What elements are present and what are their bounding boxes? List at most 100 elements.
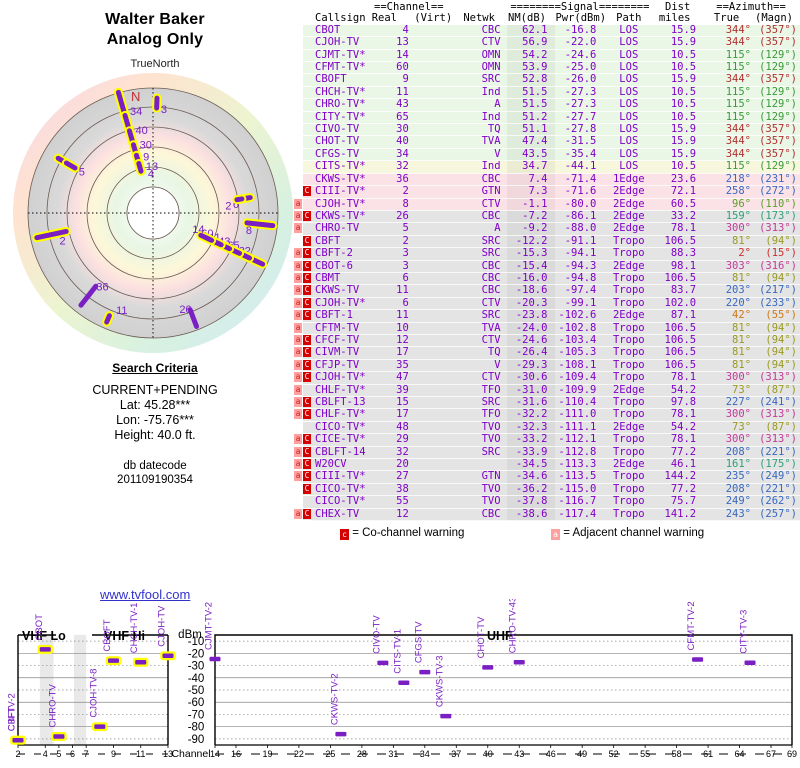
table-row[interactable]: CBOFT 9 SRC 52.8 -26.0 LOS 15.9 344° (357°) <box>303 73 800 87</box>
table-row[interactable]: a CJOH-TV* 8 CTV -1.1 -80.0 2Edge 60.5 96° (110°) <box>294 198 800 211</box>
table-row[interactable]: CFGS-TV 34 V 43.5 -35.4 LOS 15.9 344° (357°) <box>303 147 800 161</box>
table-row[interactable]: C CICO-TV* 38 TVO -36.2 -115.0 Tropo 77.2 208° (2… <box>303 483 800 496</box>
cell-azimuth-true: 235° <box>725 470 752 483</box>
table-row[interactable]: C CIII-TV* 2 GTN 7.3 -71.6 2Edge 72.1 258° (272°) <box>303 185 800 198</box>
signal-bar[interactable] <box>692 657 704 662</box>
signal-bar[interactable] <box>377 660 389 666</box>
table-row[interactable]: a C CKWS-TV 11 CBC -18.6 -97.4 Tropo 83.7 203° (21… <box>294 284 800 298</box>
table-row[interactable]: CBOT 4 CBC 62.1 -16.8 LOS 15.9 344° (357°) <box>303 23 800 37</box>
cell-azimuth-magnetic: (357°) <box>759 23 797 36</box>
table-row[interactable]: CHRO-TV* 43 A 51.5 -27.3 LOS 10.5 115° (129°) <box>303 98 800 112</box>
warning-flag-cell <box>303 49 311 61</box>
cell-callsign: CIVO-TV <box>315 123 360 136</box>
polar-station-marker[interactable] <box>187 307 200 329</box>
table-row[interactable]: CHOT-TV 40 TVA 47.4 -31.5 LOS 15.9 344° (357°) <box>303 136 800 149</box>
signal-bar[interactable] <box>94 724 106 729</box>
table-row[interactable]: a C CJOH-TV* 47 CTV -30.6 -109.4 Tropo 78.1 300° (… <box>294 371 800 385</box>
y-tick-label: -40 <box>188 673 205 685</box>
polar-station-marker[interactable] <box>34 228 69 241</box>
cell-azimuth-true: 300° <box>725 408 752 421</box>
table-row[interactable]: a C CIVM-TV 17 TQ -26.4 -105.3 Tropo 106.5 81° (94… <box>294 346 800 360</box>
table-row[interactable]: a C CFJP-TV 35 V -29.3 -108.1 Tropo 106.5 81° (94°… <box>294 358 800 372</box>
table-row[interactable]: CITS-TV* 32 Ind 34.7 -44.1 LOS 10.5 115° (129°) <box>303 160 800 174</box>
table-row[interactable]: C CBFT 2 SRC -12.2 -91.1 Tropo 106.5 81° (94°) <box>303 235 800 248</box>
table-row[interactable]: CHCH-TV* 11 Ind 51.5 -27.3 LOS 10.5 115° (129°) <box>303 86 800 99</box>
polar-station-marker[interactable] <box>198 232 215 243</box>
table-row[interactable]: a C CBOT-6 3 CBC -15.4 -94.3 2Edge 98.1 303° (316°… <box>294 260 800 273</box>
table-row[interactable]: CKWS-TV* 36 CBC 7.4 -71.4 1Edge 23.6 218° (231°) <box>303 173 800 186</box>
table-row[interactable]: a CHLF-TV* 39 TFO -31.0 -109.9 2Edge 54.2 73° (87… <box>294 384 800 397</box>
cell-azimuth-magnetic: (15°) <box>765 247 797 260</box>
cell-azimuth-true: 344° <box>725 23 752 36</box>
table-row[interactable]: a C CFCF-TV 12 CTV -24.6 -103.4 Tropo 106.5 81° (9… <box>294 334 800 347</box>
cell-real-channel: 34 <box>396 147 409 160</box>
signal-bar[interactable] <box>209 656 221 662</box>
table-row[interactable]: a C CBMT 6 CBC -16.0 -94.8 Tropo 106.5 81° (94°) <box>294 271 800 285</box>
cell-power: -94.8 <box>564 271 597 284</box>
table-row[interactable]: a CHRO-TV 5 A -9.2 -88.0 2Edge 78.1 300° (313°) <box>294 222 800 236</box>
adjacent-channel-badge-icon: a <box>551 529 560 541</box>
signal-bar[interactable] <box>335 731 347 737</box>
polar-station-marker[interactable] <box>104 313 112 325</box>
warning-flag-cell <box>303 148 311 160</box>
table-row[interactable]: CJMT-TV* 14 OMN 54.2 -24.6 LOS 10.5 115° (129°) <box>303 49 800 62</box>
signal-bar[interactable] <box>513 660 525 665</box>
table-row[interactable]: a C CHLF-TV* 17 TFO -32.2 -111.0 Tropo 78.1 300° (… <box>294 408 800 422</box>
cell-power: -71.6 <box>564 185 597 198</box>
cell-noise-margin: -15.3 <box>506 247 556 261</box>
table-row[interactable]: a C CIII-TV* 27 GTN -34.6 -113.5 Tropo 144.2 235°… <box>294 470 800 484</box>
table-row[interactable]: a C CBLFT-13 15 SRC -31.6 -110.4 Tropo 97.8 227° (… <box>294 396 800 409</box>
cell-azimuth-true: 2° <box>738 247 752 260</box>
table-row[interactable]: a C CBFT-2 3 SRC -15.3 -94.1 Tropo 88.3 2° (15°) <box>294 247 800 261</box>
table-row[interactable]: a C CHEX-TV 12 CBC -38.6 -117.4 Tropo 141.2 243° (… <box>294 508 800 521</box>
signal-bar[interactable] <box>12 737 24 743</box>
adjacent-channel-warning-icon: a <box>294 446 302 457</box>
table-row[interactable]: a CFTM-TV 10 TVA -24.0 -102.8 Tropo 106.5 81° (94… <box>294 322 800 335</box>
table-row[interactable]: CICO-TV* 48 TVO -32.3 -111.1 2Edge 54.2 73° (87°… <box>303 421 800 434</box>
cell-callsign: CBFT-2 <box>315 247 353 260</box>
signal-bar[interactable] <box>482 665 494 670</box>
signal-bar[interactable] <box>398 680 410 686</box>
table-row[interactable]: a C CICE-TV* 29 TVO -33.2 -112.1 Tropo 78.1 300° (… <box>294 433 800 447</box>
table-row[interactable]: a C CKWS-TV* 26 CBC -7.2 -86.1 2Edge 33.2 159° (17… <box>294 210 800 223</box>
table-row[interactable]: a C CBLFT-14 32 SRC -33.9 -112.8 Tropo 77.2 208° (… <box>294 446 800 459</box>
table-row[interactable]: a C CJOH-TV* 6 CTV -20.3 -99.1 Tropo 102.0 220° (2… <box>294 297 800 310</box>
cell-network: CTV <box>481 36 501 49</box>
table-row[interactable]: CJOH-TV 13 CTV 56.9 -22.0 LOS 15.9 344° (357°) <box>303 36 800 50</box>
report-title: Walter Baker Analog Only <box>0 10 310 50</box>
cell-azimuth-true: 81° <box>732 358 752 371</box>
polar-station-marker[interactable] <box>136 160 144 174</box>
polar-station-marker[interactable] <box>244 220 276 229</box>
signal-bar[interactable] <box>744 660 756 665</box>
cell-noise-margin: -34.6 <box>506 471 556 484</box>
cell-real-channel: 9 <box>402 73 409 86</box>
table-row[interactable]: CITY-TV* 65 Ind 51.2 -27.7 LOS 10.5 115° (129°) <box>303 111 800 124</box>
search-criteria-heading: Search Criteria <box>112 361 198 375</box>
cell-distance: 78.1 <box>670 222 697 235</box>
table-row[interactable]: a C W20CV 20 -34.5 -113.3 2Edge 46.1 161° (175°) <box>294 458 800 471</box>
y-tick-label: -30 <box>188 661 205 673</box>
y-tick-label: -90 <box>188 734 205 746</box>
signal-bar[interactable] <box>162 653 174 659</box>
table-row[interactable]: CFMT-TV* 60 OMN 53.9 -25.0 LOS 10.5 115° (129°) <box>303 61 800 74</box>
table-row[interactable]: a C CBFT-1 11 SRC -23.8 -102.6 2Edge 87.1 42° (55°… <box>294 309 800 323</box>
signal-bar[interactable] <box>53 734 65 739</box>
signal-bar[interactable] <box>135 660 147 665</box>
cell-network: TQ <box>487 123 501 136</box>
polar-station-marker[interactable] <box>63 160 78 171</box>
polar-station-marker[interactable] <box>234 196 245 203</box>
signal-bar[interactable] <box>440 713 452 719</box>
signal-bar[interactable] <box>107 658 119 663</box>
cell-distance: 72.1 <box>670 185 697 198</box>
signal-table: ==Channel== ========Signal======== Dist … <box>294 1 800 521</box>
signal-bar[interactable] <box>419 669 431 675</box>
table-row[interactable]: CICO-TV* 55 TVO -37.8 -116.7 Tropo 75.7 249° (26… <box>303 495 800 509</box>
signal-bar[interactable] <box>39 647 51 652</box>
co-channel-warning-icon: C <box>303 186 311 197</box>
bar-callsign-label: CHCH-TV-1 <box>129 603 140 654</box>
x-axis-label: Channel <box>171 748 210 760</box>
warning-flag-cell: C <box>303 483 311 495</box>
tvfool-link[interactable]: www.tvfool.com <box>100 587 191 602</box>
table-row[interactable]: CIVO-TV 30 TQ 51.1 -27.8 LOS 15.9 344° (357°) <box>303 123 800 136</box>
polar-station-marker[interactable] <box>78 283 99 308</box>
